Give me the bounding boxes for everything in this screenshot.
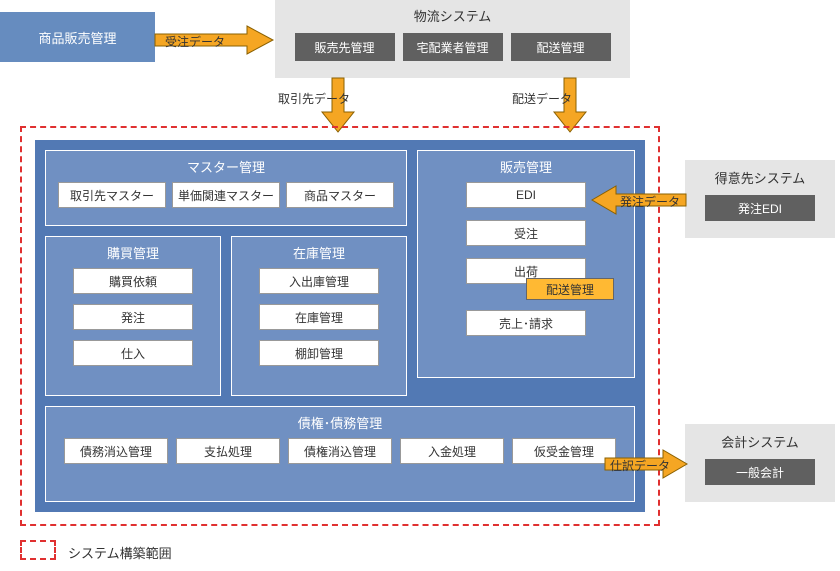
logistics-title: 物流システム xyxy=(414,6,492,25)
sales-item-0: EDI xyxy=(466,182,586,208)
journal-label: 仕訳データ xyxy=(610,457,670,474)
sales-item-3: 売上･請求 xyxy=(466,310,586,336)
master-item-2: 商品マスター xyxy=(286,182,394,208)
master-item-0: 取引先マスター xyxy=(58,182,166,208)
arap-item-1: 支払処理 xyxy=(176,438,280,464)
shipping-tag: 配送管理 xyxy=(526,278,614,300)
stock-item-1: 在庫管理 xyxy=(259,304,379,330)
legend-swatch xyxy=(20,540,56,560)
sales-management-label: 商品販売管理 xyxy=(38,28,116,47)
stock-item-2: 棚卸管理 xyxy=(259,340,379,366)
purchase-title: 購買管理 xyxy=(46,237,220,268)
stock-item-0: 入出庫管理 xyxy=(259,268,379,294)
sales-title: 販売管理 xyxy=(418,151,634,182)
customer-title: 得意先システム xyxy=(715,168,806,187)
sales-panel: 販売管理 EDI 受注 出荷 配送管理 売上･請求 xyxy=(417,150,635,378)
master-panel: マスター管理 取引先マスター 単価関連マスター 商品マスター xyxy=(45,150,407,226)
purchase-item-0: 購買依頼 xyxy=(73,268,193,294)
purchase-item-1: 発注 xyxy=(73,304,193,330)
logistics-system-box: 物流システム 販売先管理 宅配業者管理 配送管理 xyxy=(275,0,630,78)
purchase-panel: 購買管理 購買依頼 発注 仕入 xyxy=(45,236,221,396)
arap-item-4: 仮受金管理 xyxy=(512,438,616,464)
sales-item-1: 受注 xyxy=(466,220,586,246)
arap-item-2: 債権消込管理 xyxy=(288,438,392,464)
purchase-item-2: 仕入 xyxy=(73,340,193,366)
order-in-label: 発注データ xyxy=(620,193,680,210)
shipping-data-label: 配送データ xyxy=(512,90,572,107)
accounting-system-box: 会計システム 一般会計 xyxy=(685,424,835,502)
arap-panel: 債権･債務管理 債務消込管理 支払処理 債権消込管理 入金処理 仮受金管理 xyxy=(45,406,635,502)
master-title: マスター管理 xyxy=(46,151,406,182)
master-item-1: 単価関連マスター xyxy=(172,182,280,208)
acct-item: 一般会計 xyxy=(705,459,815,485)
logistics-item-1: 宅配業者管理 xyxy=(403,33,503,61)
arap-item-0: 債務消込管理 xyxy=(64,438,168,464)
sales-management-box: 商品販売管理 xyxy=(0,12,155,62)
stock-title: 在庫管理 xyxy=(232,237,406,268)
logistics-item-2: 配送管理 xyxy=(511,33,611,61)
order-data-label: 受注データ xyxy=(165,33,225,50)
logistics-item-0: 販売先管理 xyxy=(295,33,395,61)
arap-item-3: 入金処理 xyxy=(400,438,504,464)
acct-title: 会計システム xyxy=(721,432,799,451)
customer-system-box: 得意先システム 発注EDI xyxy=(685,160,835,238)
stock-panel: 在庫管理 入出庫管理 在庫管理 棚卸管理 xyxy=(231,236,407,396)
diagram-canvas: 商品販売管理 受注データ 物流システム 販売先管理 宅配業者管理 配送管理 取引… xyxy=(0,0,840,571)
arap-title: 債権･債務管理 xyxy=(46,407,634,438)
customer-item: 発注EDI xyxy=(705,195,815,221)
partner-data-label: 取引先データ xyxy=(278,90,350,107)
legend-label: システム構築範囲 xyxy=(68,543,172,562)
